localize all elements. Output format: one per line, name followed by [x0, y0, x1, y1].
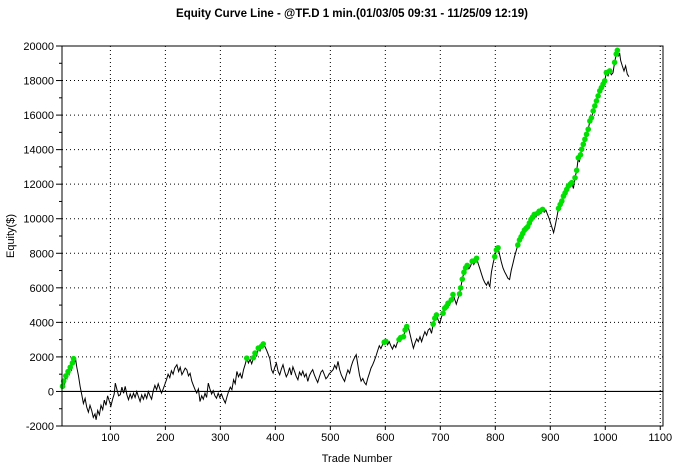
- new-high-marker: [457, 285, 464, 291]
- new-high-marker: [590, 108, 596, 114]
- new-high-marker: [450, 291, 456, 298]
- new-high-marker: [459, 276, 466, 282]
- new-high-marker: [383, 338, 389, 345]
- y-tick-label: 14000: [23, 145, 54, 157]
- new-high-marker: [606, 68, 613, 74]
- new-high-marker: [577, 152, 584, 158]
- x-tick-label: 800: [486, 432, 504, 444]
- new-high-marker: [601, 78, 608, 84]
- plot-border: [61, 45, 664, 427]
- new-high-marker: [614, 47, 621, 54]
- chart-title: Equity Curve Line - @TF.D 1 min.(01/03/0…: [176, 8, 528, 20]
- new-high-marker: [568, 179, 575, 186]
- new-high-marker: [65, 368, 71, 375]
- new-high-marker: [433, 312, 440, 318]
- new-high-marker: [491, 253, 498, 260]
- y-tick-label: 20000: [23, 41, 54, 53]
- new-high-marker: [611, 59, 618, 66]
- x-tick-label: 900: [541, 432, 559, 444]
- x-tick-label: 200: [156, 432, 174, 444]
- new-high-marker: [461, 269, 467, 276]
- new-high-marker: [59, 383, 66, 390]
- new-high-marker: [595, 93, 601, 99]
- new-high-marker: [593, 98, 600, 104]
- y-tick-label: -2000: [26, 421, 54, 433]
- new-high-marker: [70, 355, 77, 362]
- y-axis-title: Equity($): [5, 214, 17, 258]
- new-high-marker: [495, 244, 501, 251]
- new-high-marker: [573, 167, 580, 174]
- x-tick-label: 400: [266, 432, 284, 444]
- new-high-marker: [403, 323, 410, 330]
- x-tick-label: 1100: [648, 432, 672, 444]
- new-high-marker: [572, 174, 578, 181]
- grid-lines: [62, 46, 663, 426]
- new-high-marker: [583, 131, 590, 138]
- y-tick-label: 6000: [30, 283, 54, 295]
- x-tick-label: 500: [321, 432, 339, 444]
- y-tick-label: 2000: [30, 352, 54, 364]
- new-high-marker: [260, 341, 267, 347]
- x-axis-title: Trade Number: [322, 453, 393, 465]
- new-high-marker: [63, 373, 69, 379]
- new-high-marker: [243, 355, 250, 361]
- x-tick-label: 600: [376, 432, 394, 444]
- y-tick-label: 8000: [30, 248, 54, 260]
- new-high-marker: [559, 198, 565, 204]
- y-tick-label: 16000: [23, 110, 54, 122]
- y-tick-label: 12000: [23, 179, 54, 191]
- axes: [56, 45, 664, 430]
- new-high-markers: [59, 47, 621, 390]
- new-high-marker: [580, 141, 587, 148]
- new-high-marker: [456, 291, 463, 297]
- y-tick-label: 4000: [30, 317, 54, 329]
- new-high-marker: [250, 354, 257, 361]
- y-tick-label: 0: [48, 386, 54, 398]
- x-tick-label: 300: [211, 432, 229, 444]
- x-tick-label: 1000: [593, 432, 617, 444]
- new-high-marker: [464, 262, 471, 269]
- new-high-marker: [67, 364, 74, 371]
- new-high-marker: [69, 360, 76, 366]
- new-high-marker: [592, 103, 598, 109]
- new-high-marker: [588, 114, 595, 121]
- new-high-marker: [473, 255, 480, 262]
- new-high-marker: [400, 333, 407, 340]
- y-tick-label: 10000: [23, 214, 54, 226]
- new-high-marker: [539, 206, 546, 213]
- x-tick-label: 100: [101, 432, 119, 444]
- new-high-marker: [448, 297, 455, 303]
- new-high-marker: [440, 310, 446, 317]
- new-high-marker: [430, 321, 436, 327]
- new-high-marker: [515, 242, 521, 248]
- x-tick-label: 700: [431, 432, 449, 444]
- new-high-marker: [252, 350, 258, 356]
- new-high-marker: [582, 136, 588, 143]
- tick-labels: 100 200 300 400 500 600 700 800 900 1000 1100 -2000…: [23, 41, 672, 444]
- new-high-marker: [585, 126, 592, 133]
- y-tick-label: 18000: [23, 76, 54, 88]
- new-high-marker: [578, 146, 585, 153]
